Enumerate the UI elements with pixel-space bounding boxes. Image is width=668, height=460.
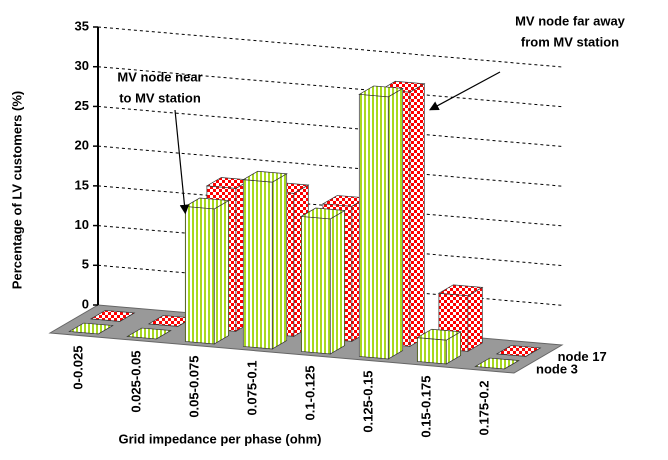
bar	[184, 197, 230, 345]
x-tick-label: 0.05-0.075	[186, 356, 201, 418]
bar-front	[358, 93, 389, 360]
annotation: MV node far away	[515, 13, 626, 28]
grid-line	[97, 105, 563, 147]
grid-line	[97, 26, 563, 68]
bar-top	[358, 85, 404, 98]
bar	[242, 170, 288, 350]
grid-line	[97, 145, 563, 187]
bar-front	[242, 179, 273, 350]
bar-top	[89, 310, 136, 322]
bar	[358, 85, 404, 360]
bar-side	[329, 209, 346, 355]
bar	[68, 322, 114, 335]
bar-top	[416, 328, 462, 341]
bar	[89, 310, 136, 322]
bar	[126, 327, 172, 340]
y-tick-label: 10	[75, 217, 89, 232]
x-tick-label: 0.175-0.2	[476, 381, 491, 436]
bar-side	[213, 199, 230, 345]
bar-side	[467, 286, 483, 352]
y-tick-label: 35	[75, 18, 89, 33]
bar-top	[126, 327, 172, 340]
bar-side	[409, 83, 425, 347]
y-tick-label: 5	[82, 257, 89, 272]
bar-top	[242, 170, 288, 183]
x-tick-label: 0.125-0.15	[360, 371, 375, 433]
bar-top	[495, 345, 542, 357]
annotation: to MV station	[119, 90, 201, 105]
y-tick-label: 0	[82, 296, 89, 311]
bar	[300, 207, 346, 355]
annotation: from MV station	[521, 34, 619, 49]
y-tick-label: 25	[75, 98, 89, 113]
legend-label: node 17	[558, 349, 607, 364]
bar-front	[184, 206, 215, 345]
bar-top	[300, 207, 346, 220]
bar	[495, 345, 542, 357]
bar-top	[184, 197, 230, 210]
x-axis-title: Grid impedance per phase (ohm)	[119, 431, 322, 446]
annotation: MV node near	[117, 69, 202, 84]
legend-label: node 3	[536, 361, 578, 376]
bar	[147, 315, 194, 327]
annotation-arrow	[429, 71, 501, 111]
bar-front	[416, 337, 447, 365]
x-tick-label: 0.075-0.1	[244, 361, 259, 416]
y-tick-label: 20	[75, 138, 89, 153]
bar	[474, 357, 520, 370]
bar-top	[437, 284, 484, 297]
bar-top	[474, 357, 520, 370]
bar-side	[271, 173, 288, 350]
bar	[416, 328, 462, 365]
annotation-arrow	[174, 109, 190, 215]
x-tick-label: 0.15-0.175	[418, 376, 433, 438]
bar-front	[300, 216, 331, 355]
bar-top	[68, 322, 114, 335]
y-tick-label: 30	[75, 58, 89, 73]
x-tick-label: 0-0.025	[70, 346, 85, 390]
y-axis-title: Percentage of LV customers (%)	[9, 91, 24, 289]
y-tick-label: 15	[75, 177, 89, 192]
bar-side	[387, 87, 404, 360]
x-tick-label: 0.1-0.125	[302, 366, 317, 421]
x-tick-label: 0.025-0.05	[128, 351, 143, 413]
